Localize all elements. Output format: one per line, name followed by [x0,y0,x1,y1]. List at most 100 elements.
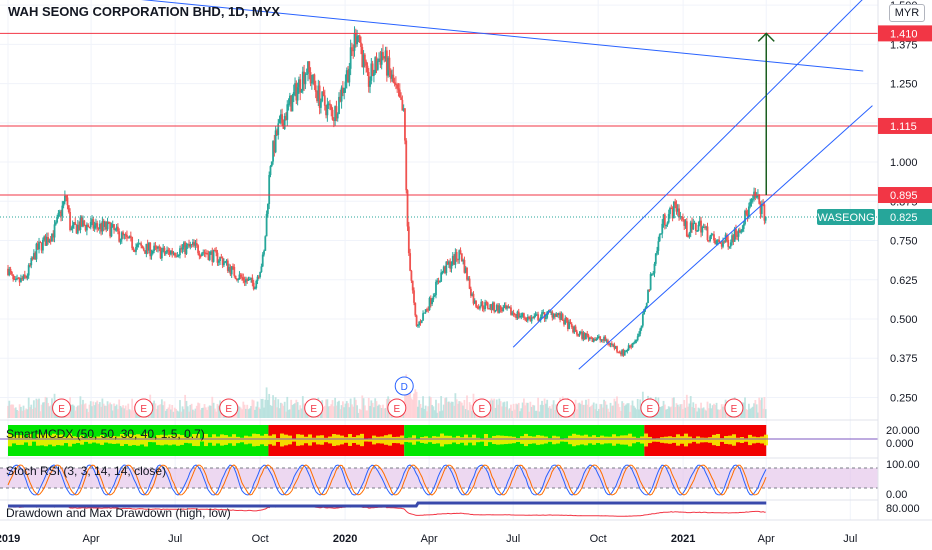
volume-bar [621,401,624,418]
drawdown-line [7,505,766,517]
volume-bar [206,409,209,418]
volume-bar [285,411,287,418]
volume-bar [268,393,271,418]
candle-body [683,219,686,226]
candle-body [260,266,263,273]
volume-bar [702,407,705,418]
volume-bar [191,409,194,418]
candle-body [656,250,658,254]
candle-body [685,221,688,237]
candle-body [276,130,278,135]
candle-body [704,226,706,228]
smartmcdx-neutral [504,435,508,445]
candle-body [335,106,338,119]
trend-lines[interactable] [8,0,873,370]
level-price-label: 0.895 [890,190,918,202]
candle-body [697,224,700,231]
volume-bar [459,401,462,418]
candle-body [325,105,327,116]
smartmcdx-neutral [708,437,712,443]
event-label: E [731,404,738,415]
smartmcdx-neutral [704,437,708,443]
volume-bar [261,398,264,418]
target-arrow[interactable] [757,32,775,196]
volume-bar [528,411,530,418]
stoch-rsi-label[interactable]: Stoch RSI (3, 3, 14, 14, close) [6,464,167,478]
volume-bar [334,397,337,418]
volume-bar [511,410,514,418]
volume-bar [544,403,547,418]
volume-bar [491,400,494,418]
candle-body [635,340,638,342]
candle-body [150,253,153,257]
candle-body [749,201,752,207]
volume-bar [336,401,339,418]
volume-bar [173,407,176,418]
volume-bar [683,399,686,418]
volume-bar [700,402,702,418]
smartmcdx-neutral [40,434,44,446]
candle-body [597,336,600,338]
candle-body [458,250,461,260]
volume-bar [23,410,26,418]
volume-bar [591,404,594,418]
volume-bar [30,404,33,418]
candle-body [570,323,573,327]
candle-body [160,251,163,259]
candle-body [574,326,577,332]
volume-bar [599,404,602,418]
smartmcdx-neutral [576,434,580,446]
volume-bar [495,399,498,418]
volume-bar [188,411,190,418]
candle-body [429,297,432,305]
currency-button[interactable]: MYR [889,4,925,22]
candle-body [199,255,202,257]
event-label: E [562,404,569,415]
candle-body [29,265,31,267]
horizontal-levels[interactable] [0,32,878,218]
volume-bar [710,408,713,418]
candle-body [484,302,487,310]
candle-body [618,352,621,354]
time-axis[interactable]: 2019 Apr Jul Oct 2020 Apr Jul Oct 2021 Apr Jul [0,519,932,550]
candle-body [414,302,417,316]
candle-body [495,305,498,311]
volume-bar [429,397,432,418]
volume-bar [623,405,626,418]
smartmcdx-neutral [108,436,112,444]
candle-body [604,336,607,342]
candle-body [600,339,603,341]
candle-body [332,119,335,121]
candle-body [71,225,74,229]
price-axis[interactable]: 1.5001.3751.2501.1251.0000.8750.7500.625… [817,0,932,520]
candle-body [388,57,391,71]
smartmcdx-neutral [564,438,568,442]
candle-body [517,311,520,318]
smartmcdx-neutral [236,436,240,444]
event-markers[interactable]: E E E E EDE E E E [52,376,744,418]
smartmcdx-neutral [224,435,228,445]
smartmcdx-neutral [516,438,520,442]
candle-body [631,342,634,348]
volume-bar [538,411,541,418]
volume-bar [371,402,374,418]
volume-bar [464,409,467,418]
smartmcdx-neutral [204,433,208,447]
candle-body [665,225,668,227]
candle-body [56,216,59,223]
candle-body [142,248,145,251]
volume-bar [672,397,675,418]
smartmcdx-label[interactable]: SmartMCDX (50, 50, 30, 40, 1.5, 0.7) [6,427,205,441]
smartmcdx-neutral [176,434,180,446]
candle-body [239,274,242,277]
drawdown-label[interactable]: Drawdown and Max Drawdown (high, low) [6,506,231,520]
smartmcdx-neutral [472,434,476,446]
smartmcdx-neutral [568,435,572,445]
volume-bar [349,398,352,418]
indicator-tick-label: 0.000 [886,438,914,450]
candle-body [493,302,496,312]
volume-bar [574,399,577,418]
volume-bar [420,407,423,418]
smartmcdx-neutral [304,436,308,444]
